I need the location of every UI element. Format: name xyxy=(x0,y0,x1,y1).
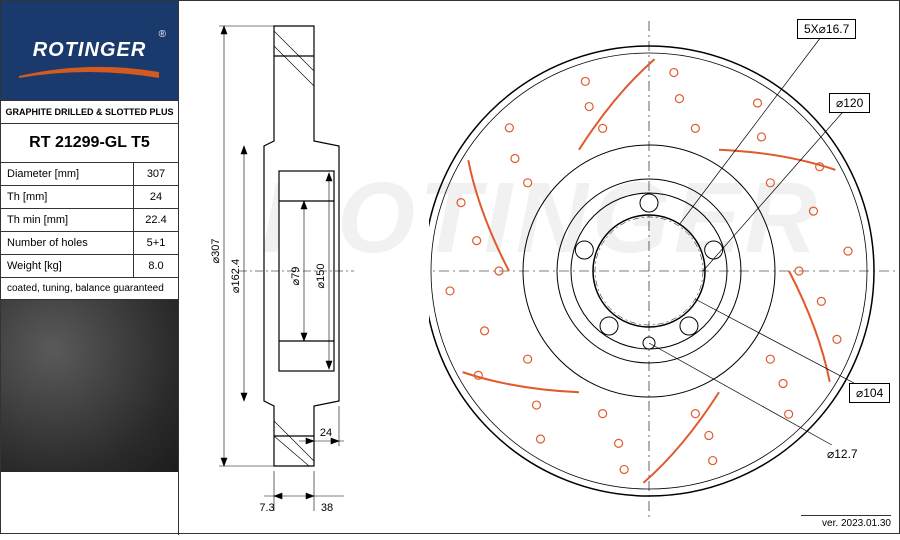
spec-label: Th min [mm] xyxy=(1,209,134,231)
logo-text: ROTINGER xyxy=(33,39,147,62)
spec-row: Th [mm] 24 xyxy=(1,186,178,209)
product-header: GRAPHITE DRILLED & SLOTTED PLUS xyxy=(1,101,178,124)
spec-row: Number of holes 5+1 xyxy=(1,232,178,255)
version-label: ver. 2023.01.30 xyxy=(801,515,891,529)
spec-value: 24 xyxy=(134,186,178,208)
spec-panel: ROTINGER ® GRAPHITE DRILLED & SLOTTED PL… xyxy=(1,1,179,535)
spec-label: Weight [kg] xyxy=(1,255,134,277)
spec-label: Number of holes xyxy=(1,232,134,254)
dim-offset2: 38 xyxy=(321,502,333,514)
dim-bore-dia: ⌀79 xyxy=(290,267,302,286)
logo-box: ROTINGER ® xyxy=(1,1,178,101)
dim-pilot-dia: ⌀150 xyxy=(315,264,327,289)
part-number: RT 21299-GL T5 xyxy=(1,124,178,163)
spec-value: 307 xyxy=(134,163,178,185)
product-photo xyxy=(1,300,178,472)
callout-pcd: ⌀120 xyxy=(829,93,870,113)
spec-label: Th [mm] xyxy=(1,186,134,208)
callout-locator: ⌀12.7 xyxy=(821,445,864,463)
spec-label: Diameter [mm] xyxy=(1,163,134,185)
spec-row: Diameter [mm] 307 xyxy=(1,163,178,186)
spec-value: 22.4 xyxy=(134,209,178,231)
dim-hub-dia: ⌀162.4 xyxy=(230,259,242,293)
spec-row: Weight [kg] 8.0 xyxy=(1,255,178,278)
dim-outer-dia: ⌀307 xyxy=(210,239,222,264)
callout-bolt-pattern: 5X⌀16.7 xyxy=(797,19,856,39)
side-view-drawing: ⌀307 ⌀162.4 ⌀79 ⌀150 xyxy=(179,1,429,535)
spec-value: 5+1 xyxy=(134,232,178,254)
logo-reg: ® xyxy=(159,29,166,40)
dim-thickness: 24 xyxy=(320,427,332,439)
dim-offset1: 7.3 xyxy=(259,502,274,514)
callout-hub-pcd: ⌀104 xyxy=(849,383,890,403)
spec-value: 8.0 xyxy=(134,255,178,277)
front-view-drawing: 5X⌀16.7 ⌀120 ⌀104 ⌀12.7 xyxy=(429,1,900,535)
spec-row: Th min [mm] 22.4 xyxy=(1,209,178,232)
spec-note: coated, tuning, balance guaranteed xyxy=(1,278,178,300)
